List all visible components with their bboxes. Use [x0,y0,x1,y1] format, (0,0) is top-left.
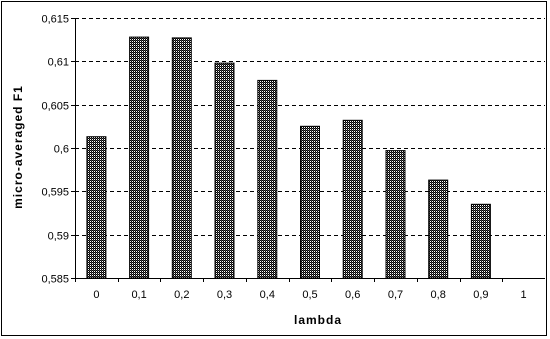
bar-0-7 [385,150,406,279]
bar-0-5 [300,125,320,279]
x-tick-label: 0,5 [302,289,317,301]
y-tick-label: 0,585 [41,274,69,286]
bar-0-8 [428,179,449,279]
x-tick-label: 0,6 [345,289,360,301]
y-tick-label: 0,61 [48,57,69,69]
bar-0-1 [129,36,150,279]
y-tick-label: 0,605 [41,101,69,113]
x-axis-label: lambda [294,313,342,327]
y-tick-label: 0,59 [48,231,69,243]
x-tick-label: 0,3 [217,289,232,301]
y-tick-label: 0,6 [54,144,69,156]
y-tick-label: 0,615 [41,14,69,26]
x-tick-label: 0,8 [431,289,446,301]
axes [71,18,545,282]
bar-0-4 [257,79,278,279]
x-tick-label: 0,9 [473,289,488,301]
bar-0-2 [171,37,192,279]
x-tick-label: 0,7 [388,289,403,301]
y-tick-label: 0,595 [41,187,69,199]
x-tick-label: 0 [93,289,99,301]
bar-0-3 [214,62,235,279]
bar-0-6 [342,119,363,279]
bars [86,36,491,279]
bar-0-9 [470,203,491,279]
x-tick-label: 0,2 [174,289,189,301]
x-tick-label: 0,1 [131,289,146,301]
x-tick-label: 1 [521,289,527,301]
bar-0 [86,136,107,279]
y-tick-labels: 0,585 0,59 0,595 0,6 0,605 0,61 0,615 [41,14,69,286]
x-tick-labels: 0 0,1 0,2 0,3 0,4 0,5 0,6 0,7 0,8 0,9 1 [93,289,526,301]
x-tick-label: 0,4 [260,289,275,301]
y-axis-label: micro-averaged F1 [11,85,25,209]
